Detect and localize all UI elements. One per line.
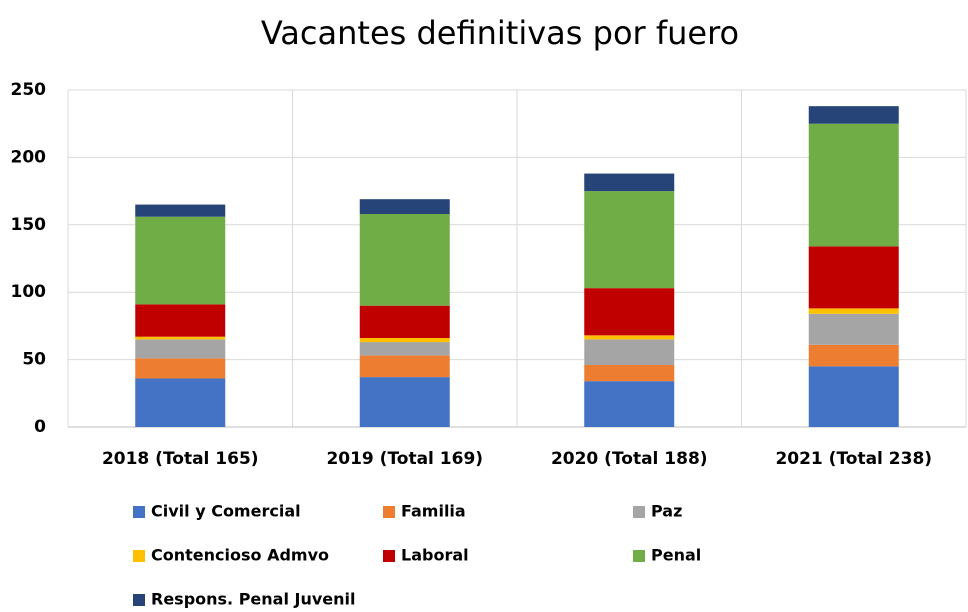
legend-label: Familia: [401, 502, 466, 521]
legend-swatch: [633, 506, 645, 518]
bar-segment: [808, 344, 899, 367]
bar-segment: [359, 338, 450, 343]
bar-segment: [135, 216, 226, 305]
bar-segment: [135, 336, 226, 340]
bar-segment: [359, 377, 450, 427]
y-tick-label: 100: [11, 282, 47, 302]
x-tick-label: 2021 (Total 238): [775, 449, 932, 469]
bar-segment: [359, 355, 450, 378]
bar-segment: [359, 305, 450, 339]
y-tick-label: 200: [11, 147, 47, 167]
bar-segment: [808, 366, 899, 427]
bar-segment: [135, 378, 226, 427]
legend-label: Contencioso Admvo: [151, 546, 329, 565]
bar-segment: [584, 335, 675, 340]
bar-segment: [584, 339, 675, 365]
legend-swatch: [133, 550, 145, 562]
bar-segment: [584, 381, 675, 427]
bar-segment: [135, 204, 226, 217]
x-tick-label: 2020 (Total 188): [551, 449, 708, 469]
bar-segment: [808, 308, 899, 314]
legend-swatch: [383, 506, 395, 518]
bar-segment: [135, 358, 226, 379]
y-tick-label: 150: [11, 215, 47, 235]
legend-label: Laboral: [401, 546, 469, 565]
y-tick-label: 0: [34, 417, 46, 437]
bar-segment: [359, 199, 450, 215]
legend-swatch: [383, 550, 395, 562]
legend-swatch: [133, 594, 145, 606]
bar-segment: [808, 106, 899, 124]
legend-label: Civil y Comercial: [151, 502, 301, 521]
bar-segment: [359, 214, 450, 306]
legend-label: Paz: [651, 502, 682, 521]
bar-segment: [359, 342, 450, 356]
legend-swatch: [133, 506, 145, 518]
bar-segment: [808, 246, 899, 309]
legend-swatch: [633, 550, 645, 562]
chart-title: Vacantes definitivas por fuero: [261, 14, 739, 52]
bar-segment: [808, 313, 899, 345]
bar-segment: [135, 304, 226, 337]
y-tick-label: 250: [11, 80, 47, 100]
bar-segment: [584, 288, 675, 336]
bar-segment: [135, 339, 226, 359]
bar-segment: [808, 123, 899, 247]
bar-segment: [584, 364, 675, 382]
bar-segment: [584, 173, 675, 192]
x-tick-label: 2019 (Total 169): [326, 449, 483, 469]
legend-label: Respons. Penal Juvenil: [151, 590, 356, 609]
x-tick-label: 2018 (Total 165): [102, 449, 259, 469]
y-tick-label: 50: [22, 350, 46, 370]
bar-segment: [584, 191, 675, 289]
legend-label: Penal: [651, 546, 701, 565]
